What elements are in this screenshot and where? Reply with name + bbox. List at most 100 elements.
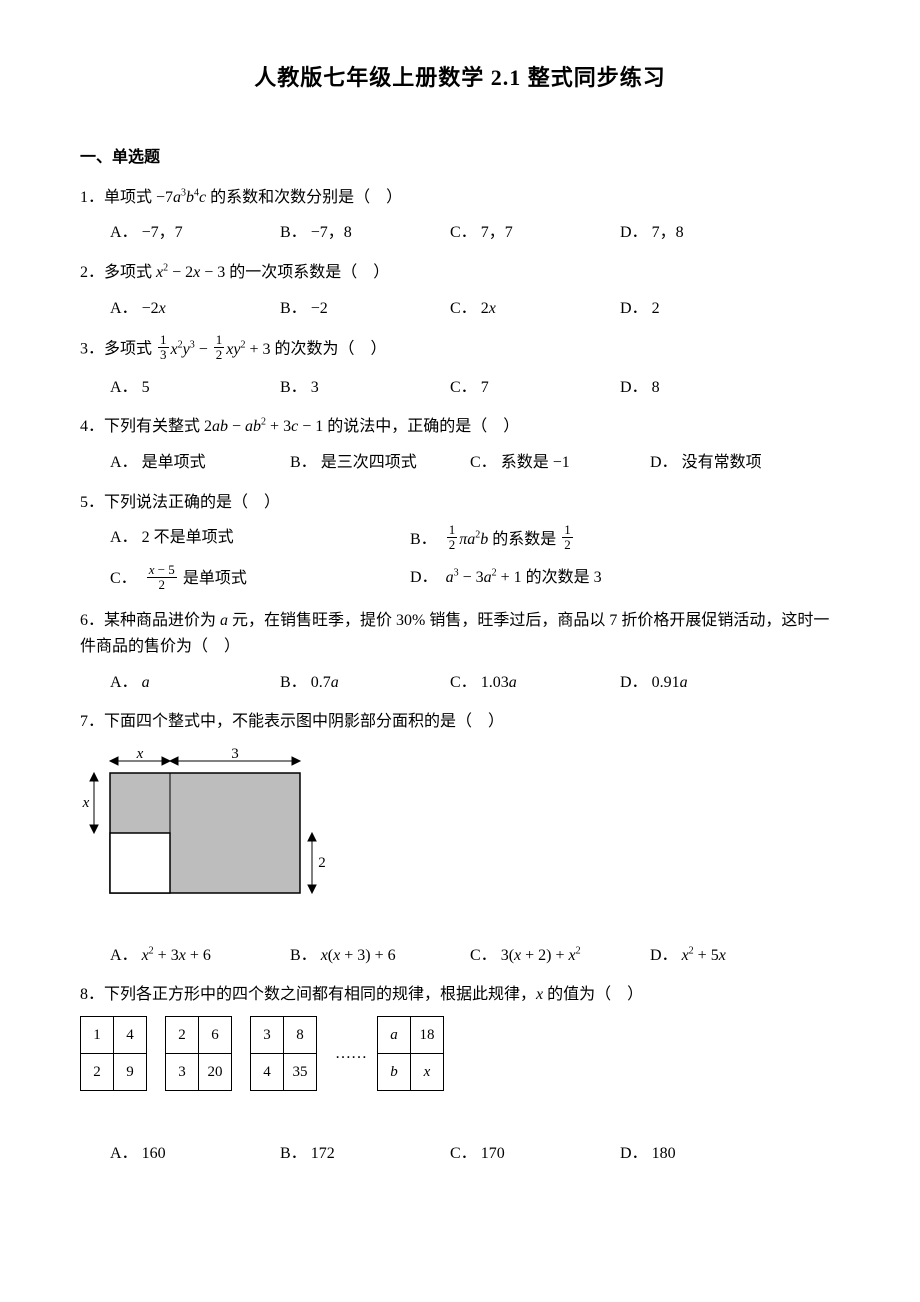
q4-c: 系数是 −1 [501, 454, 570, 471]
q1-options: A．−7，7 B．−7，8 C．7，7 D．7，8 [110, 220, 840, 246]
q3-c: 7 [481, 379, 489, 396]
q1-a: −7，7 [142, 224, 183, 241]
opt-label: D． [620, 1145, 648, 1162]
q7-opt-a: A．x2 + 3x + 6 [110, 943, 290, 969]
q2-opt-b: B．−2 [280, 296, 450, 322]
q6-b: 0.7a [311, 674, 339, 691]
q8-opt-a: A．160 [110, 1141, 280, 1167]
opt-label: A． [110, 947, 138, 964]
q8-table-1: 14 29 [80, 1016, 147, 1091]
q7-figure: x 3 x 2 [80, 743, 840, 933]
q1-d: 7，8 [652, 224, 684, 241]
q2-b: −2 [311, 300, 328, 317]
q6-d: 0.91a [652, 674, 688, 691]
opt-label: B． [290, 947, 317, 964]
q7-opt-b: B．x(x + 3) + 6 [290, 943, 470, 969]
question-3: 3．多项式 13x2y3 − 12xy2 + 3 的次数为（ ） [80, 335, 840, 365]
q6-opt-d: D．0.91a [620, 670, 790, 696]
q8-tables: 14 29 26 320 38 435 …… a18 bx [80, 1016, 840, 1091]
opt-label: A． [110, 379, 138, 396]
opt-label: A． [110, 1145, 138, 1162]
opt-label: D． [620, 224, 648, 241]
q3-b: 3 [311, 379, 319, 396]
q7-options: A．x2 + 3x + 6 B．x(x + 3) + 6 C．3(x + 2) … [110, 943, 840, 969]
q7-opt-c: C．3(x + 2) + x2 [470, 943, 650, 969]
q1-opt-b: B．−7，8 [280, 220, 450, 246]
q8-b: 172 [311, 1145, 335, 1162]
q3-expr: 13x2y3 − 12xy2 + 3 [156, 341, 270, 358]
q6-options: A．a B．0.7a C．1.03a D．0.91a [110, 670, 840, 696]
q4-options: A．是单项式 B．是三次四项式 C．系数是 −1 D．没有常数项 [110, 450, 840, 476]
q8-table-last: a18 bx [377, 1016, 444, 1091]
q5-b: 12πa2b 的系数是 12 [445, 531, 575, 548]
q3-stem-pre: 3．多项式 [80, 341, 156, 358]
q7-a: x2 + 3x + 6 [142, 947, 211, 964]
opt-label: B． [280, 224, 307, 241]
svg-text:3: 3 [231, 746, 239, 762]
q4-opt-d: D．没有常数项 [650, 450, 830, 476]
q8-a: 160 [142, 1145, 166, 1162]
opt-label: D． [620, 674, 648, 691]
q2-c: 2x [481, 300, 496, 317]
q5-opt-d: D． a3 − 3a2 + 1 的次数是 3 [410, 565, 710, 595]
question-4: 4．下列有关整式 2ab − ab2 + 3c − 1 的说法中，正确的是（ ） [80, 414, 840, 440]
q7-b: x(x + 3) + 6 [321, 947, 396, 964]
q3-stem-post: 的次数为（ ） [271, 341, 387, 358]
q8-table-3: 38 435 [250, 1016, 317, 1091]
q8-table-2: 26 320 [165, 1016, 232, 1091]
q4-opt-b: B．是三次四项式 [290, 450, 470, 476]
q7-opt-d: D．x2 + 5x [650, 943, 830, 969]
q4-stem-post: 的说法中，正确的是（ ） [323, 418, 519, 435]
opt-label: D． [620, 300, 648, 317]
q2-d: 2 [652, 300, 660, 317]
q6-opt-a: A．a [110, 670, 280, 696]
q3-opt-c: C．7 [450, 375, 620, 401]
q5-opt-b: B． 12πa2b 的系数是 12 [410, 525, 710, 555]
q1-stem-pre: 1．单项式 [80, 189, 156, 206]
q5-d: a3 − 3a2 + 1 的次数是 3 [446, 569, 602, 586]
q5-c: x − 52 是单项式 [145, 570, 247, 587]
q4-expr: 2ab − ab2 + 3c − 1 [204, 418, 323, 435]
opt-label: D． [620, 379, 648, 396]
opt-label: A． [110, 300, 138, 317]
q6-a: a [142, 674, 150, 691]
opt-label: A． [110, 454, 138, 471]
q3-opt-d: D．8 [620, 375, 790, 401]
opt-label: B． [280, 1145, 307, 1162]
question-1: 1．单项式 −7a3b4c 的系数和次数分别是（ ） [80, 185, 840, 211]
opt-label: B． [410, 531, 437, 548]
q4-b: 是三次四项式 [321, 454, 417, 471]
opt-label: C． [450, 1145, 477, 1162]
q5-options-row2: C． x − 52 是单项式 D． a3 − 3a2 + 1 的次数是 3 [110, 565, 840, 595]
q6-c: 1.03a [481, 674, 517, 691]
svg-text:x: x [136, 746, 144, 762]
q5-opt-c: C． x − 52 是单项式 [110, 565, 410, 595]
opt-label: C． [470, 947, 497, 964]
section-header: 一、单选题 [80, 145, 840, 171]
opt-label: C． [450, 224, 477, 241]
q1-opt-c: C．7，7 [450, 220, 620, 246]
q4-d: 没有常数项 [682, 454, 762, 471]
doc-title: 人教版七年级上册数学 2.1 整式同步练习 [80, 60, 840, 95]
opt-label: C． [450, 674, 477, 691]
q6-opt-c: C．1.03a [450, 670, 620, 696]
q5-opt-a: A．2 不是单项式 [110, 525, 410, 555]
q3-a: 5 [142, 379, 150, 396]
q4-opt-c: C．系数是 −1 [470, 450, 650, 476]
q2-expr: x2 − 2x − 3 [156, 264, 225, 281]
opt-label: B． [280, 300, 307, 317]
opt-label: C． [470, 454, 497, 471]
q1-stem-post: 的系数和次数分别是（ ） [206, 189, 402, 206]
opt-label: C． [450, 300, 477, 317]
q6-opt-b: B．0.7a [280, 670, 450, 696]
q7-d: x2 + 5x [682, 947, 726, 964]
q2-stem-post: 的一次项系数是（ ） [225, 264, 389, 281]
q8-options: A．160 B．172 C．170 D．180 [110, 1141, 840, 1167]
page: 人教版七年级上册数学 2.1 整式同步练习 一、单选题 1．单项式 −7a3b4… [0, 0, 920, 1226]
q1-expr: −7a3b4c [156, 189, 206, 206]
question-5: 5．下列说法正确的是（ ） [80, 490, 840, 516]
question-2: 2．多项式 x2 − 2x − 3 的一次项系数是（ ） [80, 260, 840, 286]
opt-label: A． [110, 674, 138, 691]
opt-label: D． [410, 569, 438, 586]
q3-d: 8 [652, 379, 660, 396]
